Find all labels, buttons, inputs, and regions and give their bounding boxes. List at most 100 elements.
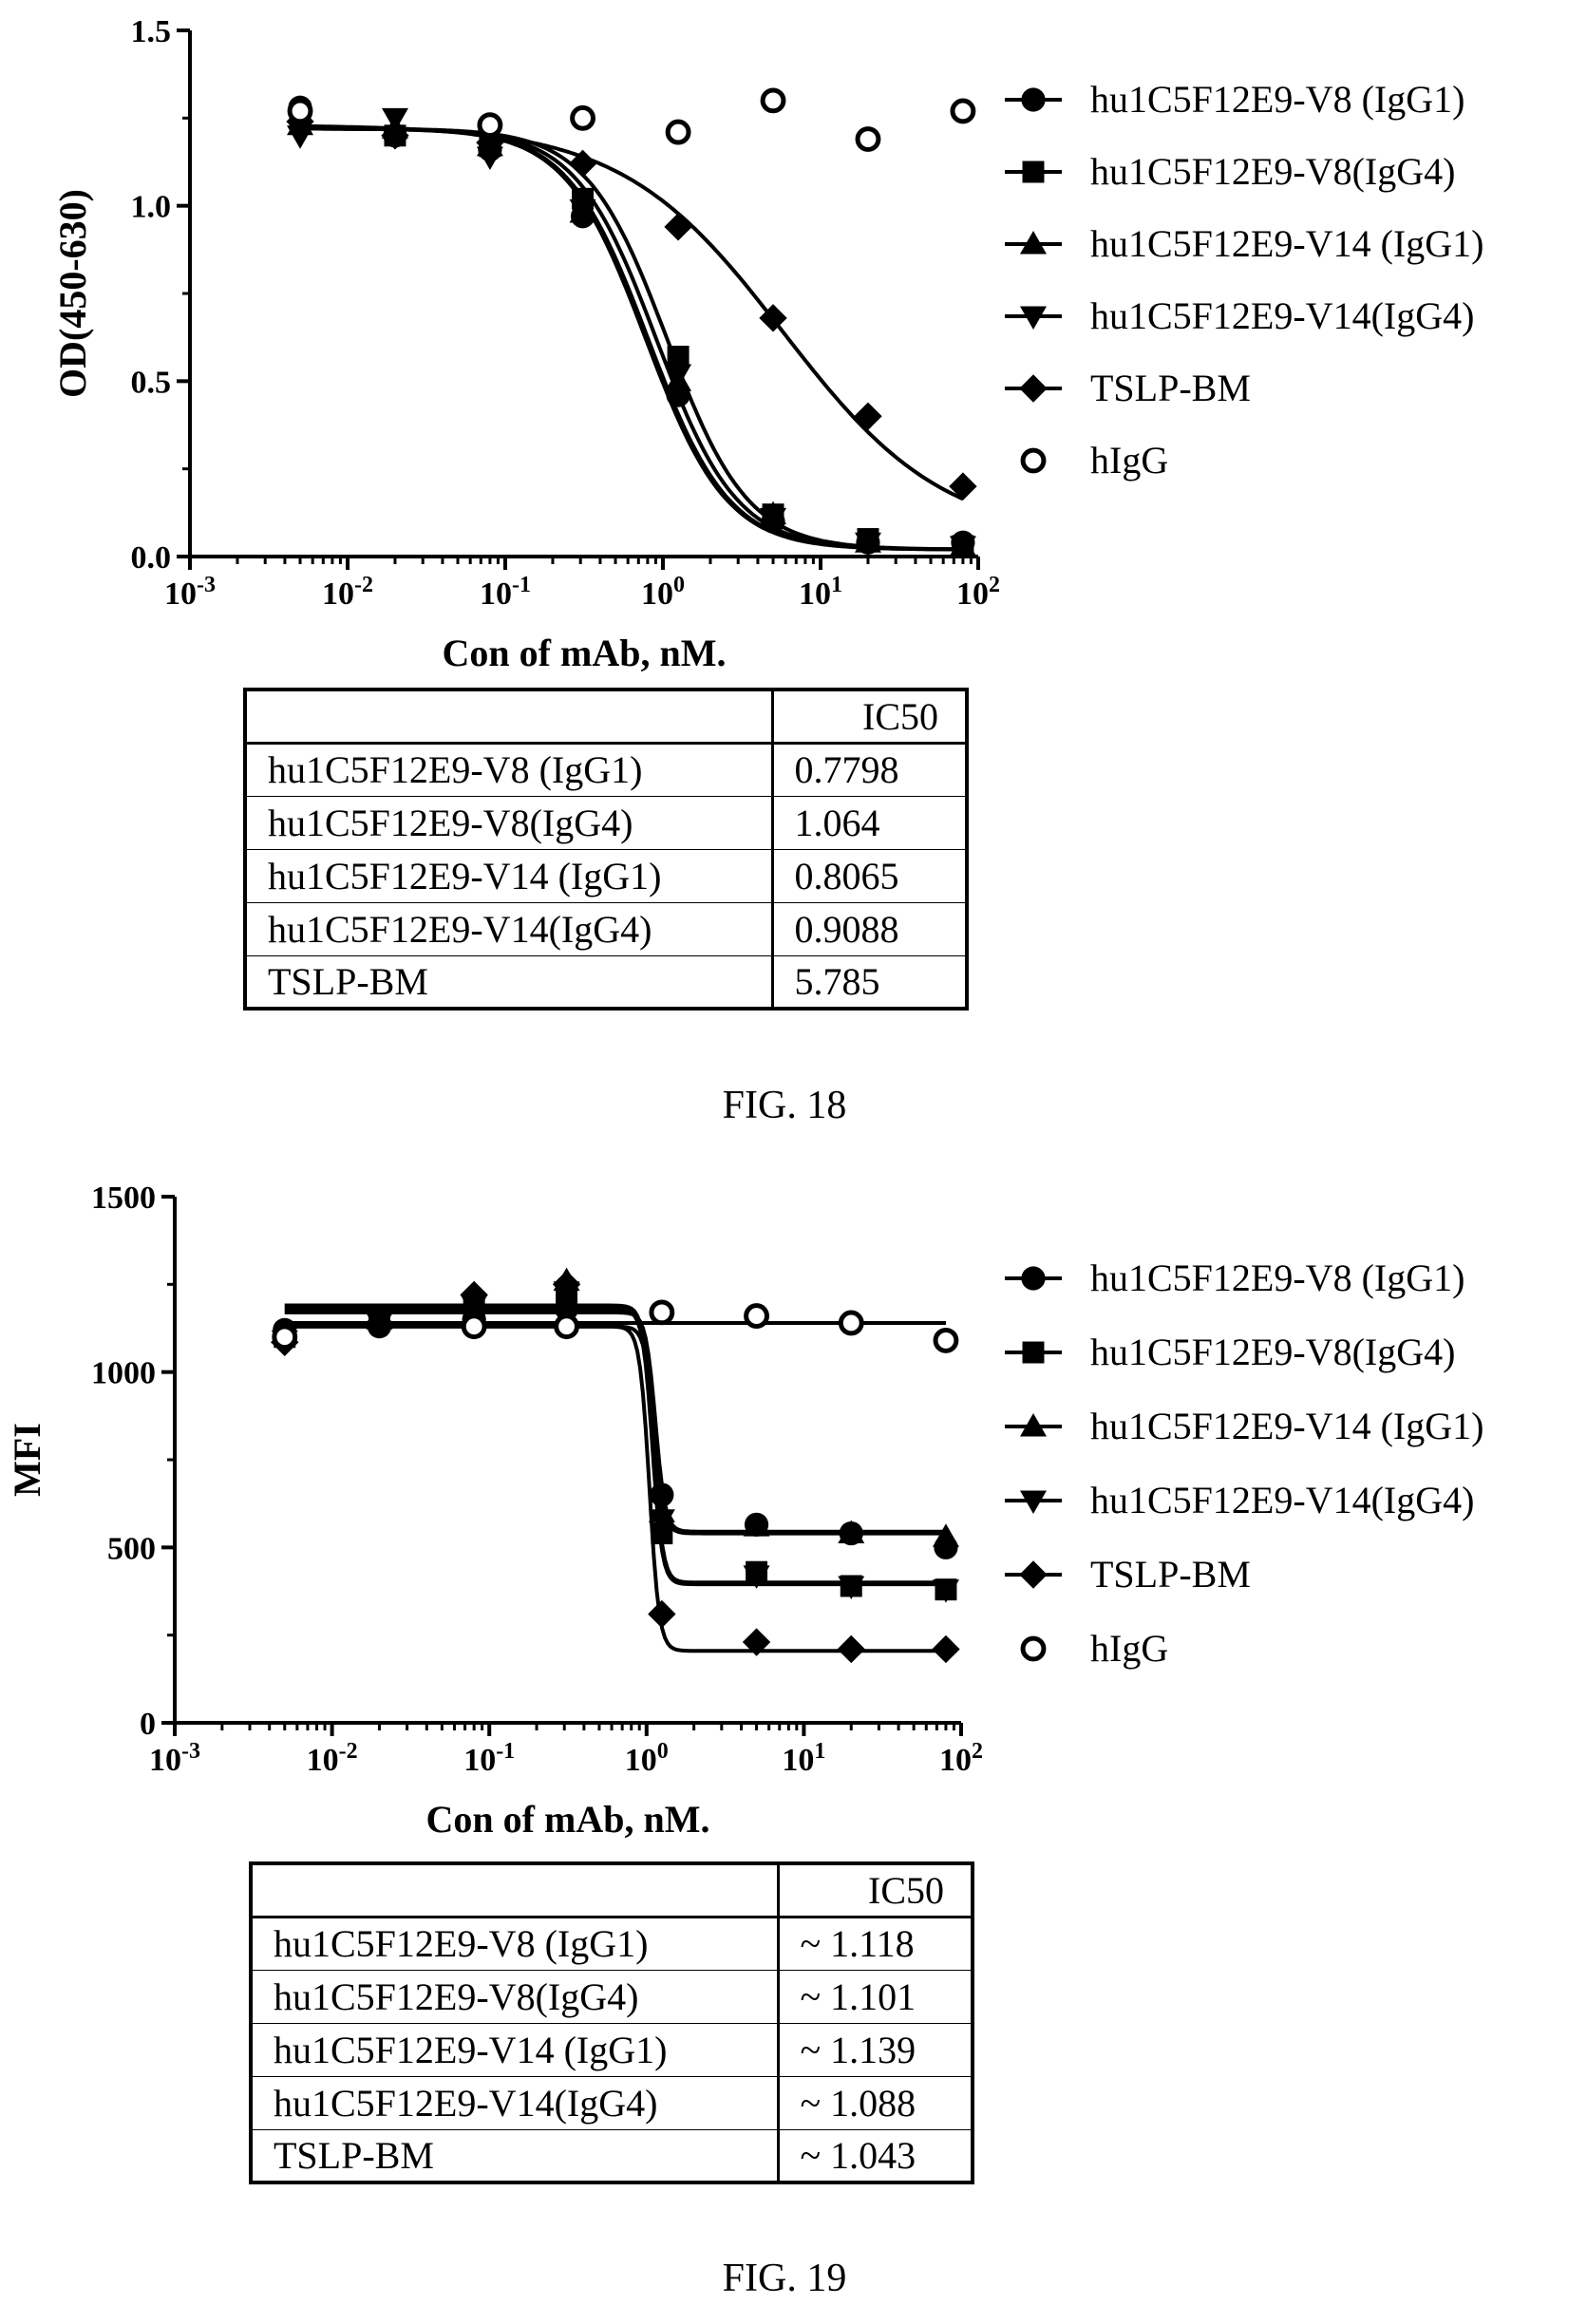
data-point — [649, 1299, 675, 1326]
x-tick-label: 102 — [956, 573, 1000, 612]
data-point — [554, 1313, 579, 1340]
data-point — [837, 1634, 865, 1664]
fit-curve — [300, 126, 963, 552]
data-point — [932, 1634, 960, 1664]
y-tick-label: 1.0 — [131, 190, 172, 225]
y-tick-label: 500 — [107, 1531, 156, 1566]
data-point — [759, 304, 787, 332]
fit-curve — [300, 126, 963, 552]
legend-label: hu1C5F12E9-V14 (IgG1) — [1090, 222, 1483, 265]
data-point — [461, 1313, 487, 1340]
ic50-row-value: 0.9088 — [770, 901, 968, 956]
legend-marker — [1020, 447, 1047, 474]
x-tick-label: 102 — [939, 1739, 983, 1778]
legend-marker — [1019, 1560, 1048, 1589]
data-point — [570, 104, 595, 131]
data-point — [855, 126, 881, 152]
legend-marker — [1020, 1490, 1047, 1514]
data-point — [287, 98, 313, 124]
data-point — [854, 532, 881, 557]
x-tick-label: 10-3 — [164, 573, 216, 612]
y-axis-label: OD(450-630) — [51, 189, 94, 398]
ic50-column-header: IC50 — [770, 689, 968, 745]
data-point — [838, 1520, 865, 1544]
data-point — [760, 87, 786, 114]
x-axis-label: Con of mAb, nM. — [443, 632, 727, 674]
ic50-row-value: ~ 1.101 — [776, 1969, 973, 2024]
chart-1: 10-3 10-2 10-1 100 101 102 0.0 0.5 1.0 1.5 Con of … — [51, 14, 1483, 674]
data-point — [932, 1523, 959, 1547]
fit-curve — [300, 126, 963, 552]
table-row: TSLP-BM 5.785 — [244, 954, 968, 1010]
y-tick-label: 0 — [140, 1707, 156, 1742]
data-point — [949, 472, 977, 501]
x-tick-label: 10-2 — [307, 1739, 358, 1778]
data-point — [648, 1599, 676, 1629]
figure-caption: FIG. 18 — [722, 1084, 847, 1127]
legend-label: hu1C5F12E9-V8(IgG4) — [1090, 1331, 1455, 1373]
x-tick-label: 10-3 — [149, 1739, 200, 1778]
data-point — [949, 536, 976, 559]
data-point — [568, 149, 597, 179]
data-point — [552, 1270, 581, 1299]
data-point — [838, 1310, 864, 1336]
data-point — [460, 1280, 488, 1310]
x-tick-label: 100 — [641, 573, 685, 612]
table-row: hu1C5F12E9-V8(IgG4) ~ 1.101 — [250, 1969, 973, 2024]
table-row: hu1C5F12E9-V8 (IgG1) ~ 1.118 — [250, 1916, 973, 1971]
fit-curve — [284, 1324, 946, 1536]
data-point — [742, 1628, 771, 1656]
legend-marker — [1019, 374, 1048, 403]
data-point — [743, 1513, 770, 1537]
data-point — [664, 213, 692, 241]
x-axis-label: Con of mAb, nM. — [426, 1798, 710, 1841]
data-point — [933, 1328, 959, 1353]
ic50-row-value: 5.785 — [770, 954, 968, 1010]
y-tick-label: 1000 — [91, 1356, 156, 1391]
ic50-table-header-row: IC50 — [244, 689, 968, 745]
ic50-table-fig19: IC50 hu1C5F12E9-V8 (IgG1) ~ 1.118 hu1C5F… — [249, 1861, 974, 2184]
data-point — [381, 107, 408, 132]
x-tick-label: 10-2 — [322, 573, 373, 612]
legend-label: hu1C5F12E9-V14(IgG4) — [1090, 1479, 1474, 1521]
data-point — [365, 1309, 394, 1337]
fit-curve — [300, 123, 964, 501]
fit-curve — [284, 1307, 946, 1587]
ic50-row-name: hu1C5F12E9-V8(IgG4) — [244, 795, 773, 850]
y-axis-label: MFI — [6, 1423, 48, 1497]
legend-label: hu1C5F12E9-V8 (IgG1) — [1090, 1256, 1464, 1299]
data-point — [744, 1303, 769, 1329]
data-point — [272, 1324, 298, 1351]
legend-marker — [1021, 1266, 1046, 1291]
ic50-row-value: 0.8065 — [770, 848, 968, 903]
legend-label: hIgG — [1090, 1627, 1168, 1670]
table-row: hu1C5F12E9-V8 (IgG1) 0.7798 — [244, 742, 968, 797]
legend-label: TSLP-BM — [1090, 367, 1251, 409]
fit-curve — [284, 1310, 946, 1534]
ic50-row-value: ~ 1.043 — [776, 2128, 973, 2183]
ic50-row-name: hu1C5F12E9-V8 (IgG1) — [244, 742, 773, 797]
legend-label: TSLP-BM — [1090, 1553, 1251, 1596]
data-point — [648, 1509, 675, 1533]
ic50-row-name: hu1C5F12E9-V8 (IgG1) — [250, 1916, 779, 1971]
ic50-row-value: ~ 1.139 — [776, 2022, 973, 2077]
data-point — [381, 122, 409, 150]
ic50-table-header-row: IC50 — [250, 1862, 973, 1918]
ic50-table-fig18: IC50 hu1C5F12E9-V8 (IgG1) 0.7798 hu1C5F1… — [243, 688, 969, 1011]
legend-marker — [1020, 1635, 1047, 1662]
ic50-header-blank — [244, 689, 773, 745]
ic50-header-blank — [250, 1862, 779, 1918]
legend-marker — [1020, 1413, 1047, 1437]
legend-marker — [1021, 87, 1046, 112]
table-row: hu1C5F12E9-V8(IgG4) 1.064 — [244, 795, 968, 850]
ic50-row-name: hu1C5F12E9-V14(IgG4) — [250, 2075, 779, 2130]
x-tick-label: 100 — [625, 1739, 669, 1778]
legend-label: hu1C5F12E9-V8(IgG4) — [1090, 150, 1455, 193]
table-row: hu1C5F12E9-V14 (IgG1) 0.8065 — [244, 848, 968, 903]
ic50-column-header: IC50 — [776, 1862, 973, 1918]
legend-marker — [1022, 1341, 1045, 1364]
data-point — [932, 1579, 959, 1603]
ic50-row-value: ~ 1.088 — [776, 2075, 973, 2130]
ic50-row-value: 0.7798 — [770, 742, 968, 797]
